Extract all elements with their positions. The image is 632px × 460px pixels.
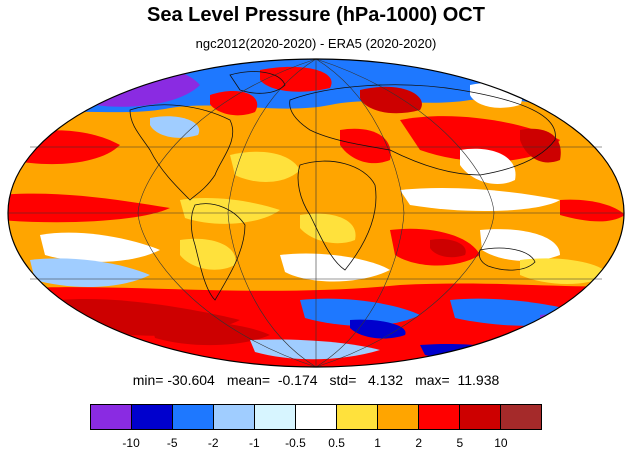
stat-min: min= -30.604	[132, 372, 215, 388]
colorbar-tick-label: 10	[494, 436, 508, 450]
colorbar-tick-label: -0.5	[285, 436, 306, 450]
colorbar-swatch	[501, 405, 541, 429]
statistics-line: min= -30.604 mean= -0.174 std= 4.132 max= 1…	[0, 372, 632, 388]
map-subtitle: ngc2012(2020-2020) - ERA5 (2020-2020)	[195, 36, 437, 51]
stat-mean: mean= -0.174	[226, 372, 318, 388]
colorbar-swatch	[255, 405, 296, 429]
colorbar-swatch	[460, 405, 501, 429]
colorbar-swatch	[132, 405, 173, 429]
colorbar-swatch	[419, 405, 460, 429]
colorbar-tick-label: 0.5	[328, 436, 345, 450]
map-title: Sea Level Pressure (hPa-1000) OCT	[147, 4, 485, 26]
world-map-mollweide	[7, 58, 625, 368]
colorbar-swatch	[337, 405, 378, 429]
colorbar-tick-label: -2	[207, 436, 219, 450]
stat-max: max= 11.938	[415, 372, 500, 388]
coastlines	[129, 71, 556, 301]
colorbar-swatch	[91, 405, 132, 429]
colorbar-tick-label: -1	[249, 436, 260, 450]
globe-outline	[7, 58, 625, 368]
colorbar-swatch	[214, 405, 255, 429]
colorbar-tick-labels: -10 -5 -2 -1 -0.5 0.5 1 2 5 10	[90, 436, 542, 454]
colorbar-tick-label: -10	[122, 436, 140, 450]
graticule	[8, 58, 624, 368]
stat-std: std= 4.132	[329, 372, 404, 388]
colorbar-swatch	[296, 405, 337, 429]
colorbar	[90, 404, 542, 430]
colorbar-tick-label: 5	[456, 436, 464, 450]
colorbar-swatch	[378, 405, 419, 429]
colorbar-tick-label: -5	[166, 436, 178, 450]
colorbar-tick-label: 2	[415, 436, 423, 450]
colorbar-tick-label: 1	[374, 436, 381, 450]
colorbar-swatch	[173, 405, 214, 429]
